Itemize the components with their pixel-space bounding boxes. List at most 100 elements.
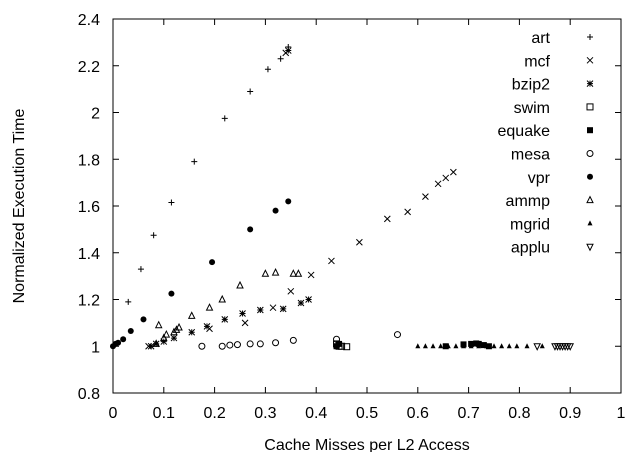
legend: art mcf bzip2 swim equake mesa vpr ammp mgrid app… [498,30,594,257]
data-point-bzip2 [239,310,246,317]
legend-marker-mesa [586,150,594,157]
data-point-applu [533,343,541,351]
data-point-ammp [218,294,227,303]
data-point-mgrid [461,343,467,349]
data-point-mgrid [524,343,530,349]
data-point-ammp [152,339,160,347]
data-point-bzip2 [297,299,305,307]
data-point-bzip2 [305,296,312,303]
legend-marker-vpr [587,173,593,180]
legend-marker-bzip2 [586,80,594,87]
data-point-equake [485,343,492,350]
data-point-ammp [205,303,214,311]
data-points [110,44,575,351]
y-tick-label: 2 [91,106,100,123]
legend-marker-mcf [586,56,594,64]
data-point-mcf [269,304,277,312]
data-point-mcf [404,208,411,216]
legend-label-mcf: mcf [524,53,550,70]
data-point-mesa [218,342,226,350]
legend-label-mesa: mesa [511,147,550,164]
data-point-mgrid [506,343,512,349]
data-point-vpr [140,316,147,323]
data-point-vpr [285,198,292,205]
data-point-art [125,298,132,305]
data-point-vpr [115,339,122,346]
data-point-ammp [294,269,303,277]
data-point-mesa [393,331,401,339]
data-point-ammp [159,333,168,342]
data-point-bzip2 [147,342,155,350]
data-point-art [264,66,271,73]
y-axis-label: Normalized Execution Time [11,109,28,304]
legend-label-bzip2: bzip2 [512,77,550,94]
data-point-mgrid [415,343,421,349]
data-point-mesa [226,341,234,349]
data-point-mcf [442,174,450,182]
y-tick-label: 1 [91,339,100,356]
data-point-mcf [422,193,429,201]
legend-label-vpr: vpr [528,170,551,187]
data-point-mgrid [468,343,474,349]
data-point-mesa [272,339,280,347]
legend-marker-equake [587,127,593,134]
data-point-ammp [187,311,196,319]
legend-label-equake: equake [498,123,551,140]
data-point-bzip2 [279,305,287,313]
data-point-art [137,266,144,273]
data-point-vpr [127,328,134,335]
data-point-bzip2 [284,47,292,54]
x-tick-label: 0.1 [153,405,175,422]
x-tick-label: 0.7 [457,405,479,422]
data-point-mgrid [430,343,436,349]
data-point-vpr [247,226,254,233]
data-point-ammp [289,269,298,277]
legend-marker-art [587,34,593,40]
data-point-vpr [120,336,127,343]
x-tick-label: 0.4 [305,405,327,422]
data-point-mcf [307,271,315,279]
data-point-bzip2 [160,338,168,345]
data-point-mgrid [499,343,505,349]
data-point-applu [566,343,575,351]
data-point-mesa [246,340,254,348]
data-point-equake [442,343,449,350]
legend-label-ammp: ammp [506,193,551,210]
data-point-ammp [175,322,183,331]
data-point-bzip2 [170,334,178,342]
legend-label-applu: applu [511,240,550,257]
data-point-mgrid [491,343,497,349]
data-point-art [191,158,198,165]
x-tick-label: 0.8 [508,405,530,422]
data-point-mgrid [438,343,444,349]
data-point-mesa [333,335,341,343]
data-point-swim [343,343,351,351]
x-tick-label: 0 [109,405,118,422]
data-point-mesa [256,340,264,348]
data-point-art [247,88,254,95]
data-point-mcf [383,215,391,223]
data-point-mesa [289,336,297,344]
data-point-art [168,199,175,206]
data-point-ammp [261,269,270,277]
data-point-bzip2 [203,323,211,330]
legend-marker-mgrid [587,220,593,226]
data-point-mcf [356,238,363,246]
data-point-bzip2 [188,328,196,336]
y-tick-label: 1.2 [78,293,100,310]
legend-marker-ammp [586,195,594,204]
data-point-mgrid [453,343,459,349]
data-point-ammp [172,325,181,333]
data-point-mesa [198,342,206,350]
data-point-mgrid [422,343,428,349]
data-point-mgrid [539,343,545,349]
y-tick-label: 1.4 [78,246,100,263]
data-point-mgrid [445,343,451,349]
data-point-bzip2 [152,340,160,348]
data-point-mcf [241,319,249,327]
x-tick-label: 1 [617,405,626,422]
data-point-mesa [233,341,241,349]
legend-label-mgrid: mgrid [510,216,550,233]
data-point-mcf [287,287,295,295]
